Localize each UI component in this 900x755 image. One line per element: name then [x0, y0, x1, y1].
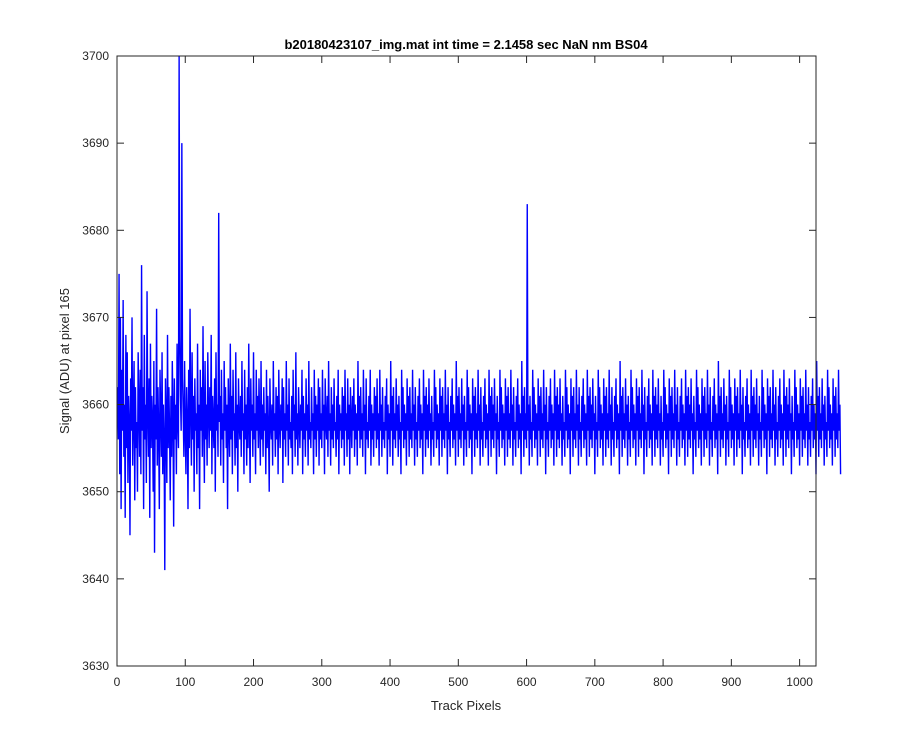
- y-tick-label: 3630: [82, 659, 109, 673]
- y-tick-label: 3640: [82, 572, 109, 586]
- y-tick-label: 3660: [82, 398, 109, 412]
- x-tick-label: 1000: [786, 675, 813, 689]
- x-tick-label: 800: [653, 675, 673, 689]
- x-tick-label: 400: [380, 675, 400, 689]
- x-tick-label: 0: [114, 675, 121, 689]
- series-line-0: [116, 55, 842, 571]
- x-tick-label: 900: [721, 675, 741, 689]
- x-tick-label: 600: [517, 675, 537, 689]
- x-tick-label: 500: [448, 675, 468, 689]
- x-axis-label: Track Pixels: [431, 698, 502, 713]
- axes-box: [116, 55, 817, 667]
- x-tick-label: 700: [585, 675, 605, 689]
- data-layer: [116, 55, 842, 571]
- chart-title: b20180423107_img.mat int time = 2.1458 s…: [284, 37, 648, 52]
- y-tick-label: 3670: [82, 310, 109, 324]
- y-tick-label: 3680: [82, 223, 109, 237]
- y-tick-label: 3700: [82, 49, 109, 63]
- axes-background: [117, 56, 816, 666]
- x-tick-label: 100: [175, 675, 195, 689]
- ticks-layer: 0 100 200 300 400 500 600 700 800 900 1000 3630 3640…: [82, 49, 816, 689]
- y-axis-label: Signal (ADU) at pixel 165: [57, 288, 72, 434]
- x-tick-label: 200: [244, 675, 264, 689]
- x-tick-label: 300: [312, 675, 332, 689]
- y-tick-label: 3650: [82, 485, 109, 499]
- y-tick-label: 3690: [82, 136, 109, 150]
